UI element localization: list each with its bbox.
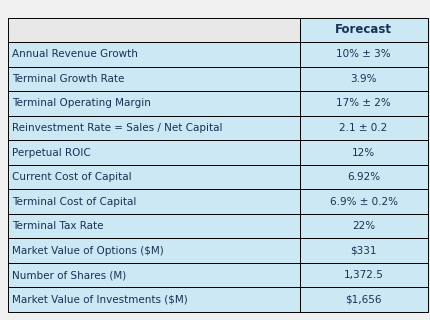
Bar bbox=[299, 287, 427, 312]
Bar bbox=[299, 18, 427, 42]
Bar bbox=[299, 214, 427, 238]
Text: Terminal Cost of Capital: Terminal Cost of Capital bbox=[12, 196, 136, 207]
Text: $1,656: $1,656 bbox=[344, 295, 381, 305]
Bar bbox=[8, 238, 299, 263]
Bar bbox=[8, 140, 299, 165]
Text: 3.9%: 3.9% bbox=[350, 74, 376, 84]
Bar bbox=[8, 116, 299, 140]
Bar bbox=[299, 189, 427, 214]
Text: Terminal Growth Rate: Terminal Growth Rate bbox=[12, 74, 124, 84]
Bar bbox=[8, 91, 299, 116]
Bar bbox=[8, 18, 299, 42]
Bar bbox=[299, 238, 427, 263]
Text: 17% ± 2%: 17% ± 2% bbox=[335, 99, 390, 108]
Bar bbox=[8, 189, 299, 214]
Text: 10% ± 3%: 10% ± 3% bbox=[335, 49, 390, 60]
Text: Terminal Operating Margin: Terminal Operating Margin bbox=[12, 99, 150, 108]
Text: 22%: 22% bbox=[351, 221, 374, 231]
Bar bbox=[299, 116, 427, 140]
Text: 12%: 12% bbox=[351, 148, 374, 157]
Bar bbox=[299, 165, 427, 189]
Bar bbox=[8, 67, 299, 91]
Bar bbox=[299, 263, 427, 287]
Text: 2.1 ± 0.2: 2.1 ± 0.2 bbox=[338, 123, 387, 133]
Text: 6.9% ± 0.2%: 6.9% ± 0.2% bbox=[329, 196, 396, 207]
Bar bbox=[8, 287, 299, 312]
Text: Current Cost of Capital: Current Cost of Capital bbox=[12, 172, 132, 182]
Bar bbox=[8, 263, 299, 287]
Bar bbox=[8, 165, 299, 189]
Bar bbox=[299, 91, 427, 116]
Text: Terminal Tax Rate: Terminal Tax Rate bbox=[12, 221, 103, 231]
Text: 1,372.5: 1,372.5 bbox=[343, 270, 383, 280]
Text: Market Value of Investments ($M): Market Value of Investments ($M) bbox=[12, 295, 187, 305]
Text: Forecast: Forecast bbox=[334, 23, 391, 36]
Bar bbox=[299, 140, 427, 165]
Text: Reinvestment Rate = Sales / Net Capital: Reinvestment Rate = Sales / Net Capital bbox=[12, 123, 222, 133]
Text: Number of Shares (M): Number of Shares (M) bbox=[12, 270, 126, 280]
Text: $331: $331 bbox=[350, 246, 376, 256]
Text: 6.92%: 6.92% bbox=[346, 172, 379, 182]
Bar bbox=[8, 42, 299, 67]
Bar bbox=[299, 67, 427, 91]
Text: Market Value of Options ($M): Market Value of Options ($M) bbox=[12, 246, 163, 256]
Bar bbox=[8, 214, 299, 238]
Text: Perpetual ROIC: Perpetual ROIC bbox=[12, 148, 91, 157]
Bar bbox=[299, 42, 427, 67]
Text: Annual Revenue Growth: Annual Revenue Growth bbox=[12, 49, 138, 60]
